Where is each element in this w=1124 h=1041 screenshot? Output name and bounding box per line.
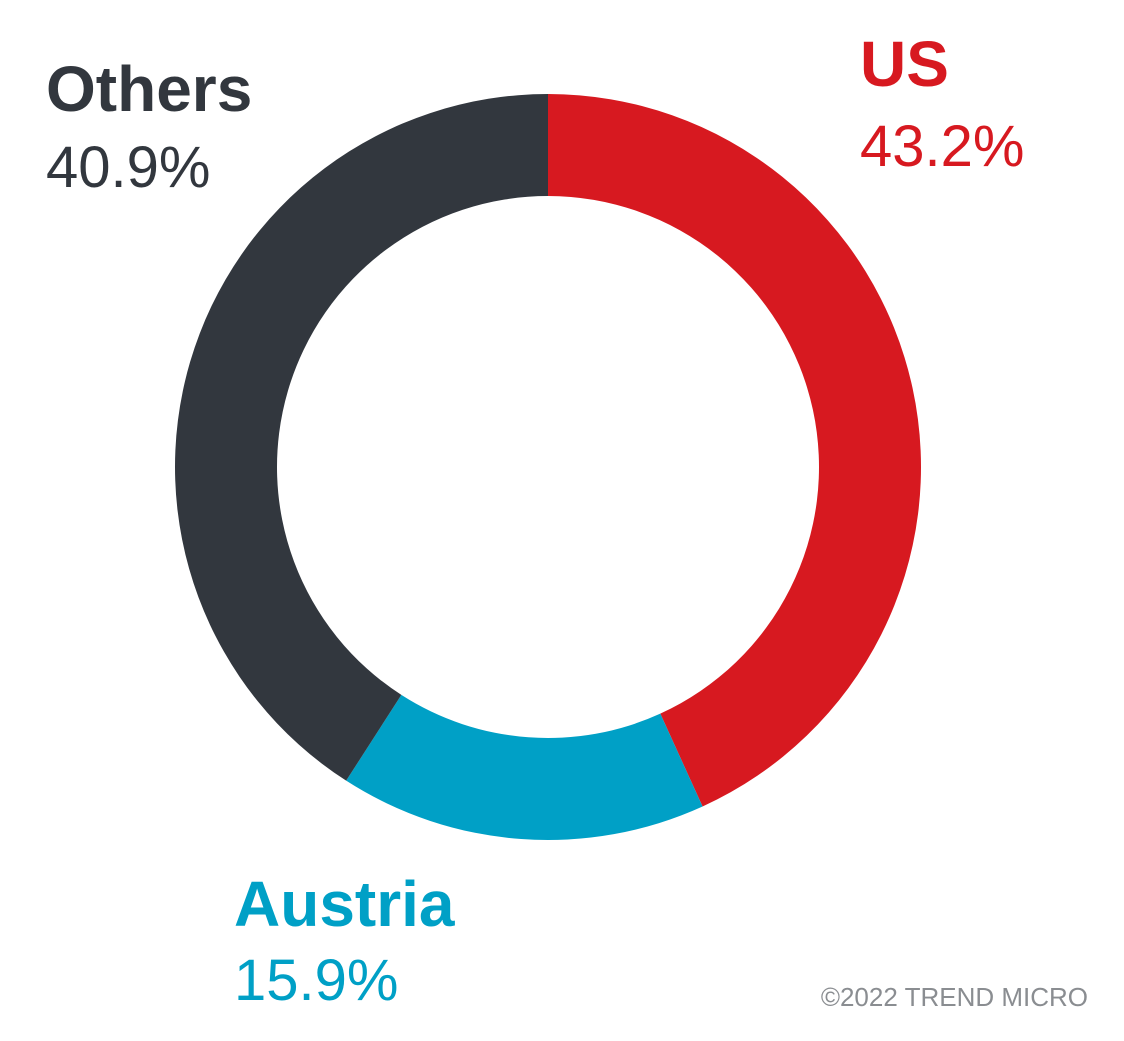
donut-slice xyxy=(174,94,549,781)
slice-label: Others xyxy=(46,53,252,125)
slice-value-label: 15.9% xyxy=(234,948,398,1013)
slice-value-label: 40.9% xyxy=(46,135,210,200)
donut-slice xyxy=(548,94,922,807)
donut-slice xyxy=(346,694,703,840)
slice-label: US xyxy=(860,28,949,100)
slice-label: Austria xyxy=(234,868,455,940)
credit: ©2022 TREND MICRO xyxy=(821,982,1088,1012)
slice-value-label: 43.2% xyxy=(860,114,1024,179)
